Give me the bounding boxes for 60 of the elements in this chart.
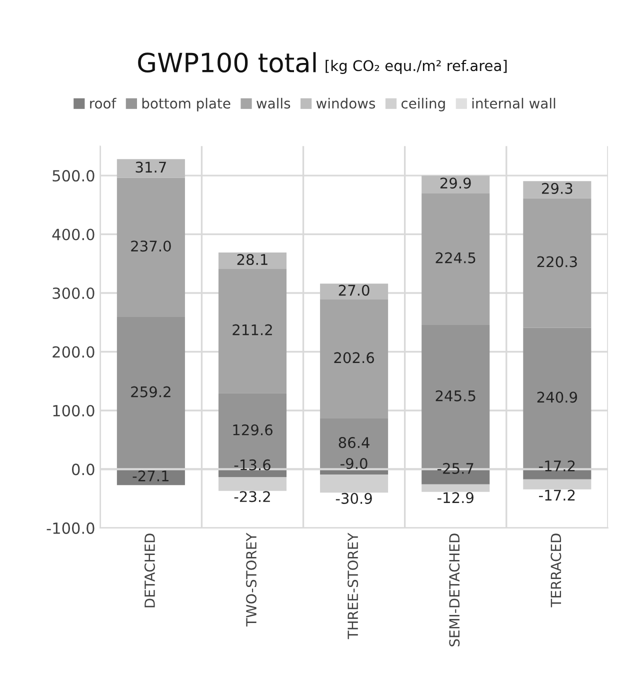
bar — [320, 284, 388, 300]
x-tick-label: TERRACED — [550, 534, 562, 608]
data-label: 29.9 — [440, 178, 471, 189]
chart-subtitle: [kg CO₂ equ./m² ref.area] — [326, 60, 507, 74]
bar — [523, 198, 592, 328]
bar — [422, 484, 490, 492]
y-tick-label: 200.0 — [52, 346, 94, 358]
bar — [116, 159, 185, 178]
y-tick-label: 300.0 — [52, 287, 94, 300]
data-label: 202.6 — [334, 352, 374, 364]
legend-label: bottom plate — [142, 98, 230, 112]
bar — [422, 193, 490, 326]
data-label: 28.1 — [237, 254, 268, 266]
x-tick-label: DETACHED — [144, 534, 155, 608]
data-label: -27.1 — [132, 470, 168, 482]
bar — [523, 479, 592, 490]
y-tick-label: 400.0 — [52, 228, 94, 240]
data-label: 224.5 — [436, 252, 476, 264]
y-tick-label: -100.0 — [46, 522, 94, 534]
bar — [320, 474, 388, 493]
data-label: 86.4 — [338, 437, 370, 448]
bar — [218, 477, 287, 491]
y-tick-label: 0.0 — [72, 464, 94, 476]
x-tick-label: SEMI-DETACHED — [449, 534, 460, 646]
legend-label: windows — [316, 98, 376, 109]
legend-label: ceiling — [402, 98, 445, 112]
data-label: 129.6 — [233, 424, 272, 436]
bar — [218, 269, 287, 394]
bar — [218, 252, 287, 270]
data-label: 240.9 — [537, 392, 578, 403]
legend-label: roof — [90, 98, 116, 109]
data-label: -12.9 — [437, 492, 474, 504]
x-tick-label: TWO-STOREY — [246, 532, 257, 627]
data-label: -13.6 — [234, 459, 270, 470]
legend-label: walls — [256, 98, 290, 109]
bar — [422, 176, 490, 194]
data-label: 31.7 — [136, 162, 166, 173]
y-tick-label: 100.0 — [53, 404, 94, 417]
data-label: -17.2 — [539, 490, 575, 501]
data-label: 27.0 — [338, 284, 370, 296]
data-label: -23.2 — [234, 491, 270, 502]
chart-title: GWP100 total — [138, 52, 316, 73]
bar — [116, 316, 185, 470]
bar — [218, 393, 287, 470]
bar — [523, 181, 592, 198]
data-label: 245.5 — [436, 390, 476, 402]
bar — [320, 299, 388, 418]
x-tick-label: THREE-STOREY — [348, 532, 358, 640]
bar — [320, 418, 388, 470]
data-label: 211.2 — [232, 324, 272, 336]
data-label: 259.2 — [131, 386, 170, 398]
bar — [523, 328, 592, 470]
y-tick-label: 500.0 — [52, 170, 94, 182]
data-label: -9.0 — [340, 458, 368, 470]
data-label: 237.0 — [131, 240, 171, 252]
legend-label: internal wall — [472, 98, 556, 109]
data-label: -30.9 — [336, 492, 372, 504]
bar — [116, 178, 185, 317]
data-label: 220.3 — [537, 256, 577, 268]
data-label: 29.3 — [542, 182, 572, 194]
